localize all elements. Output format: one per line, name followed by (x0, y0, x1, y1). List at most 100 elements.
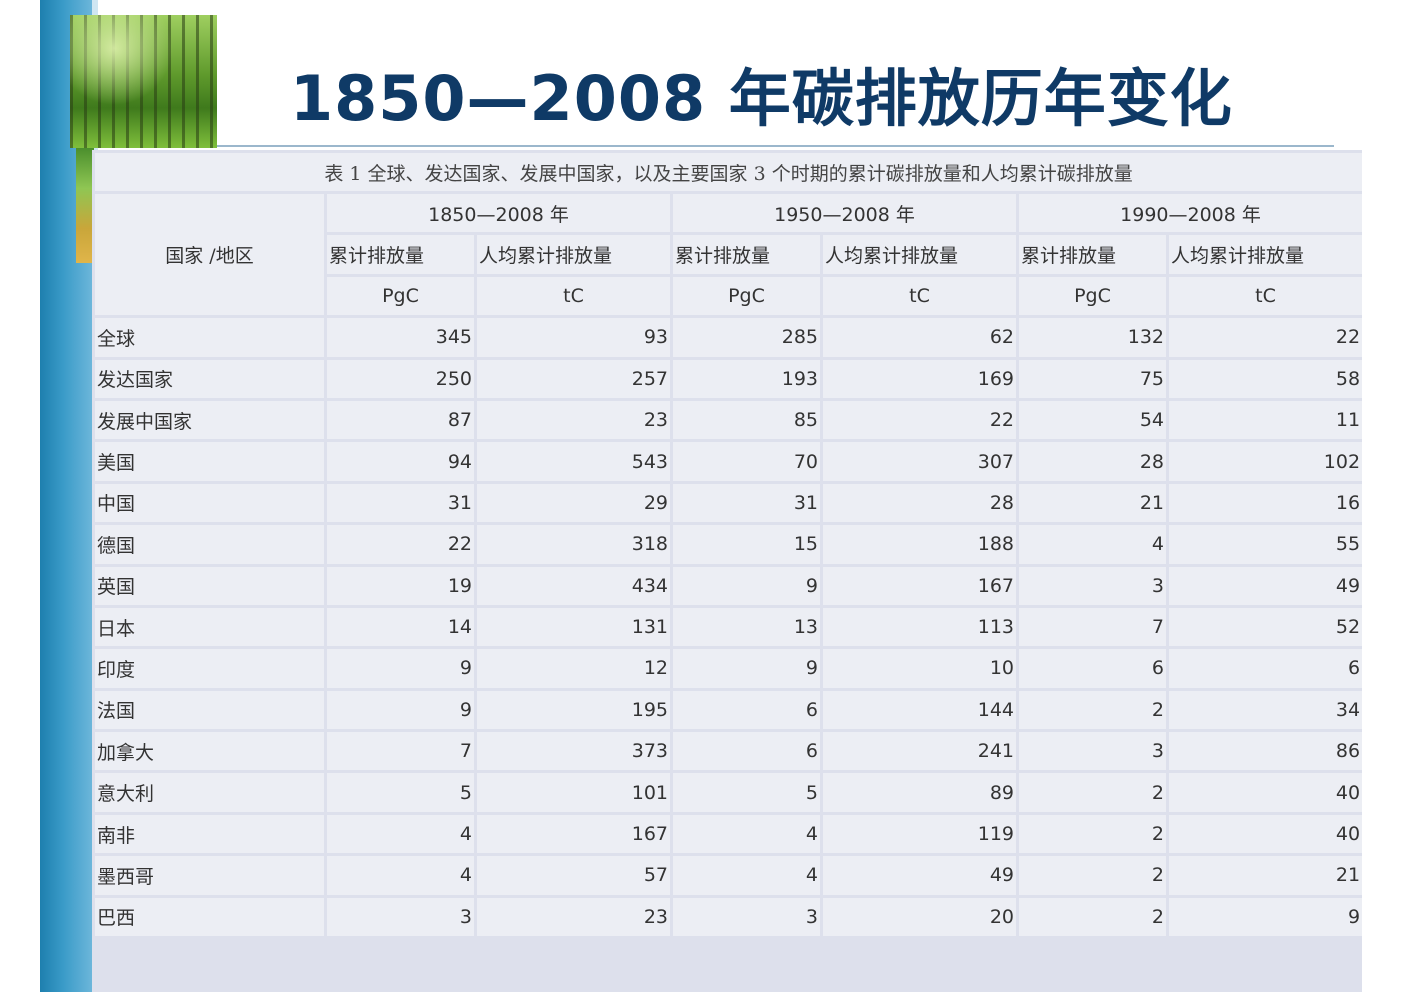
value-cell: 4 (673, 814, 820, 854)
value-cell: 15 (673, 525, 820, 564)
region-name-cell: 发达国家 (95, 359, 324, 398)
value-cell: 29 (477, 483, 670, 523)
sub-header: 人均累计排放量 (823, 235, 1016, 274)
value-cell: 373 (477, 732, 670, 771)
value-cell: 57 (477, 856, 670, 895)
sub-header: 人均累计排放量 (1169, 235, 1363, 274)
value-cell: 11 (1169, 400, 1363, 440)
value-cell: 195 (477, 690, 670, 730)
table-row: 印度 9 12 9 10 6 6 (95, 649, 1363, 688)
value-cell: 49 (823, 856, 1016, 895)
unit-header: PgC (673, 276, 820, 316)
table-caption: 表 1 全球、发达国家、发展中国家，以及主要国家 3 个时期的累计碳排放量和人均… (95, 153, 1363, 191)
slide-title: 1850—2008 年碳排放历年变化 (290, 62, 1233, 135)
region-name-cell: 加拿大 (95, 732, 324, 771)
value-cell: 250 (327, 359, 474, 398)
value-cell: 89 (823, 773, 1016, 812)
sub-header: 人均累计排放量 (477, 235, 670, 274)
unit-header: PgC (1019, 276, 1166, 316)
value-cell: 9 (673, 566, 820, 605)
photo-strip (76, 148, 94, 263)
value-cell: 9 (327, 649, 474, 688)
value-cell: 188 (823, 525, 1016, 564)
region-name-cell: 法国 (95, 690, 324, 730)
value-cell: 12 (477, 649, 670, 688)
value-cell: 23 (477, 400, 670, 440)
value-cell: 54 (1019, 400, 1166, 440)
value-cell: 93 (477, 318, 670, 357)
region-name-cell: 日本 (95, 607, 324, 647)
value-cell: 2 (1019, 856, 1166, 895)
value-cell: 58 (1169, 359, 1363, 398)
region-name-cell: 美国 (95, 442, 324, 481)
value-cell: 6 (1019, 649, 1166, 688)
value-cell: 28 (1019, 442, 1166, 481)
value-cell: 86 (1169, 732, 1363, 771)
value-cell: 14 (327, 607, 474, 647)
table-row: 美国 94 543 70 307 28 102 (95, 442, 1363, 481)
value-cell: 16 (1169, 483, 1363, 523)
value-cell: 7 (1019, 607, 1166, 647)
value-cell: 241 (823, 732, 1016, 771)
table-row: 全球 345 93 285 62 132 22 (95, 318, 1363, 357)
value-cell: 318 (477, 525, 670, 564)
value-cell: 21 (1169, 856, 1363, 895)
table-row: 法国 9 195 6 144 2 34 (95, 690, 1363, 730)
unit-header: tC (477, 276, 670, 316)
region-name-cell: 发展中国家 (95, 400, 324, 440)
unit-header: tC (1169, 276, 1363, 316)
value-cell: 167 (823, 566, 1016, 605)
value-cell: 20 (823, 897, 1016, 937)
table-row: 加拿大 7 373 6 241 3 86 (95, 732, 1363, 771)
table-row: 墨西哥 4 57 4 49 2 21 (95, 856, 1363, 895)
region-name-cell: 中国 (95, 483, 324, 523)
value-cell: 3 (673, 897, 820, 937)
value-cell: 62 (823, 318, 1016, 357)
value-cell: 7 (327, 732, 474, 771)
value-cell: 4 (673, 856, 820, 895)
value-cell: 49 (1169, 566, 1363, 605)
region-name-cell: 印度 (95, 649, 324, 688)
sub-header: 累计排放量 (673, 235, 820, 274)
emissions-table-container: 表 1 全球、发达国家、发展中国家，以及主要国家 3 个时期的累计碳排放量和人均… (92, 150, 1365, 992)
table-row: 意大利 5 101 5 89 2 40 (95, 773, 1363, 812)
value-cell: 119 (823, 814, 1016, 854)
region-name-cell: 意大利 (95, 773, 324, 812)
value-cell: 52 (1169, 607, 1363, 647)
value-cell: 6 (673, 732, 820, 771)
value-cell: 3 (1019, 732, 1166, 771)
region-name-cell: 德国 (95, 525, 324, 564)
value-cell: 21 (1019, 483, 1166, 523)
period-header-row: 国家 /地区 1850—2008 年 1950—2008 年 1990—2008… (95, 194, 1363, 316)
table-row: 发达国家 250 257 193 169 75 58 (95, 359, 1363, 398)
table-row: 巴西 3 23 3 20 2 9 (95, 897, 1363, 937)
value-cell: 9 (327, 690, 474, 730)
value-cell: 9 (1169, 897, 1363, 937)
emissions-table: 表 1 全球、发达国家、发展中国家，以及主要国家 3 个时期的累计碳排放量和人均… (92, 150, 1365, 939)
value-cell: 6 (673, 690, 820, 730)
value-cell: 193 (673, 359, 820, 398)
value-cell: 40 (1169, 773, 1363, 812)
table-row: 日本 14 131 13 113 7 52 (95, 607, 1363, 647)
value-cell: 23 (477, 897, 670, 937)
table-row: 南非 4 167 4 119 2 40 (95, 814, 1363, 854)
value-cell: 22 (1169, 318, 1363, 357)
value-cell: 31 (327, 483, 474, 523)
value-cell: 285 (673, 318, 820, 357)
sub-header-row: 累计排放量 人均累计排放量 累计排放量 人均累计排放量 累计排放量 人均累计排放… (95, 235, 1363, 274)
value-cell: 10 (823, 649, 1016, 688)
value-cell: 5 (327, 773, 474, 812)
value-cell: 101 (477, 773, 670, 812)
region-name-cell: 全球 (95, 318, 324, 357)
value-cell: 4 (327, 856, 474, 895)
value-cell: 22 (823, 400, 1016, 440)
value-cell: 131 (477, 607, 670, 647)
title-divider (217, 145, 1334, 147)
period-header: 1850—2008 年 (327, 194, 670, 233)
region-name-cell: 南非 (95, 814, 324, 854)
value-cell: 6 (1169, 649, 1363, 688)
sub-header: 累计排放量 (1019, 235, 1166, 274)
value-cell: 543 (477, 442, 670, 481)
table-row: 德国 22 318 15 188 4 55 (95, 525, 1363, 564)
value-cell: 257 (477, 359, 670, 398)
